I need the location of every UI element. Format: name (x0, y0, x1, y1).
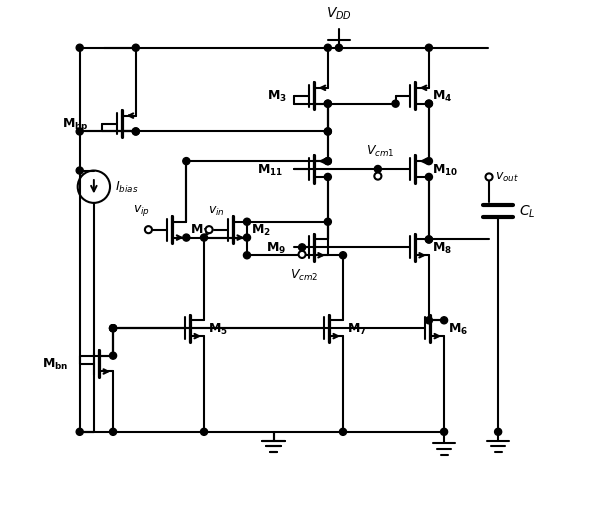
Circle shape (426, 101, 432, 108)
Text: $v_{in}$: $v_{in}$ (208, 205, 224, 218)
Circle shape (132, 45, 139, 52)
Circle shape (426, 174, 432, 181)
Circle shape (392, 101, 399, 108)
Circle shape (440, 317, 448, 324)
Circle shape (324, 101, 332, 108)
Text: $\mathbf{M_4}$: $\mathbf{M_4}$ (432, 89, 453, 104)
Circle shape (426, 101, 432, 108)
Text: $\mathbf{M_7}$: $\mathbf{M_7}$ (346, 321, 366, 336)
Text: $\mathbf{M_3}$: $\mathbf{M_3}$ (268, 89, 287, 104)
Circle shape (324, 219, 332, 226)
Circle shape (132, 129, 139, 136)
Circle shape (324, 129, 332, 136)
Circle shape (110, 325, 117, 332)
Text: $\mathbf{M_1}$: $\mathbf{M_1}$ (190, 222, 210, 238)
Circle shape (183, 158, 190, 165)
Circle shape (426, 237, 432, 243)
Circle shape (440, 429, 448, 436)
Circle shape (205, 227, 213, 234)
Circle shape (183, 235, 190, 242)
Circle shape (110, 325, 117, 332)
Circle shape (76, 429, 83, 436)
Text: $\mathbf{M_{11}}$: $\mathbf{M_{11}}$ (257, 162, 284, 177)
Text: $V_{cm1}$: $V_{cm1}$ (366, 144, 395, 159)
Text: $V_{cm2}$: $V_{cm2}$ (290, 267, 319, 282)
Text: $\mathbf{M_6}$: $\mathbf{M_6}$ (448, 321, 468, 336)
Circle shape (132, 129, 139, 136)
Text: $C_L$: $C_L$ (519, 204, 536, 220)
Text: $V_{DD}$: $V_{DD}$ (326, 6, 352, 22)
Circle shape (110, 429, 117, 436)
Circle shape (201, 235, 208, 242)
Circle shape (110, 325, 117, 332)
Circle shape (426, 237, 432, 243)
Circle shape (298, 244, 305, 251)
Circle shape (201, 429, 208, 436)
Text: $v_{out}$: $v_{out}$ (495, 171, 519, 184)
Text: $\mathbf{M_{bp}}$: $\mathbf{M_{bp}}$ (62, 116, 89, 133)
Circle shape (76, 45, 83, 52)
Circle shape (324, 174, 332, 181)
Circle shape (324, 158, 332, 165)
Text: $v_{ip}$: $v_{ip}$ (133, 203, 150, 218)
Circle shape (243, 252, 250, 259)
Circle shape (426, 45, 432, 52)
Circle shape (426, 158, 432, 165)
Circle shape (324, 45, 332, 52)
Text: $\mathbf{M_2}$: $\mathbf{M_2}$ (250, 222, 271, 238)
Circle shape (76, 167, 83, 175)
Circle shape (76, 129, 83, 136)
Circle shape (374, 166, 381, 173)
Circle shape (243, 235, 250, 242)
Text: $\mathbf{M_{bn}}$: $\mathbf{M_{bn}}$ (42, 356, 69, 372)
Text: $\mathbf{M_5}$: $\mathbf{M_5}$ (208, 321, 227, 336)
Circle shape (485, 174, 493, 181)
Circle shape (145, 227, 152, 234)
Text: $\mathbf{M_{10}}$: $\mathbf{M_{10}}$ (432, 162, 459, 177)
Text: $I_{bias}$: $I_{bias}$ (115, 180, 139, 195)
Circle shape (324, 129, 332, 136)
Circle shape (494, 429, 501, 436)
Circle shape (243, 219, 250, 226)
Circle shape (110, 352, 117, 359)
Circle shape (426, 317, 432, 324)
Circle shape (324, 158, 332, 165)
Circle shape (324, 101, 332, 108)
Circle shape (298, 251, 305, 259)
Text: $\mathbf{M_8}$: $\mathbf{M_8}$ (432, 240, 452, 256)
Circle shape (339, 252, 346, 259)
Circle shape (336, 45, 343, 52)
Circle shape (374, 173, 381, 180)
Text: $\mathbf{M_9}$: $\mathbf{M_9}$ (266, 240, 286, 256)
Circle shape (339, 429, 346, 436)
